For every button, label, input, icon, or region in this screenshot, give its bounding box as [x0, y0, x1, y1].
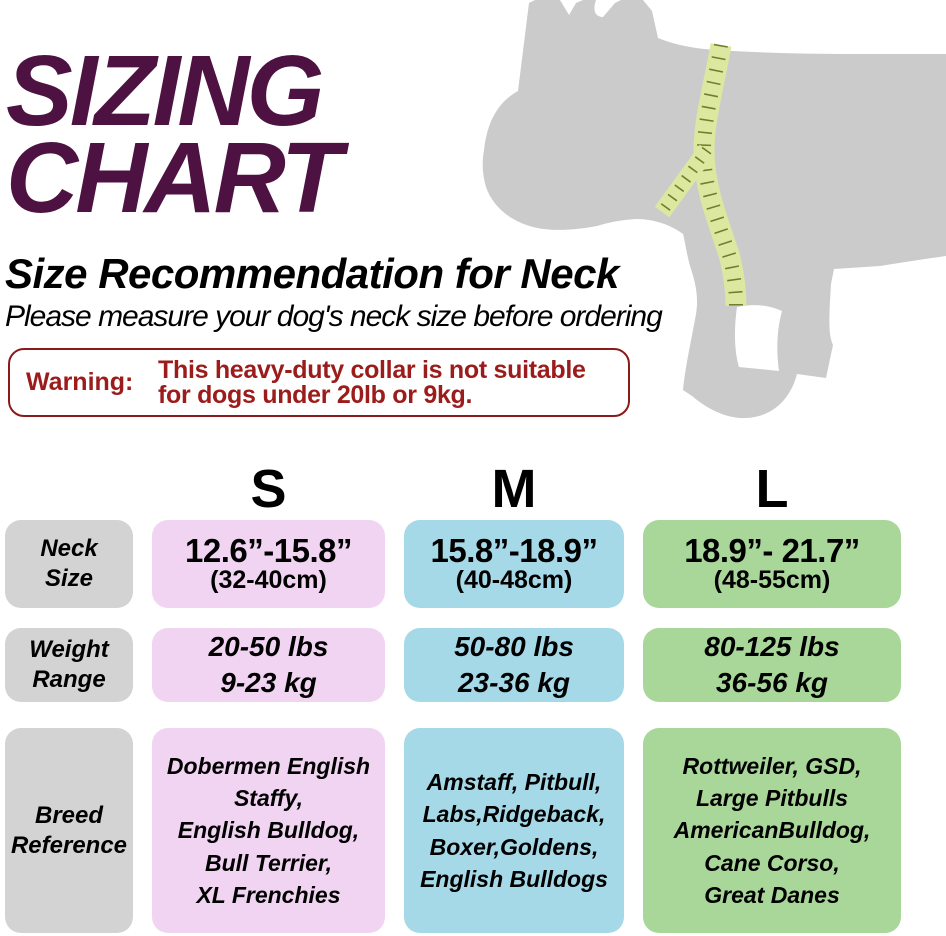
neck-size-s-inches: 12.6”-15.8”: [185, 531, 352, 569]
page-subtitle: Size Recommendation for Neck: [5, 250, 619, 297]
column-header-s: S: [250, 459, 287, 519]
neck-size-l-inches: 18.9”- 21.7”: [684, 531, 860, 569]
row-label-weight-range: Weight Range: [5, 628, 133, 702]
neck-size-l-cm: (48-55cm): [713, 565, 831, 594]
cell-weight-range-m: 50-80 lbs 23-36 kg: [404, 628, 624, 702]
weight-l-kg: 36-56 kg: [715, 667, 829, 698]
cell-weight-range-s: 20-50 lbs 9-23 kg: [152, 628, 385, 702]
cell-breed-reference-s: Dobermen English Staffy, English Bulldog…: [152, 728, 385, 933]
weight-m-kg: 23-36 kg: [457, 667, 571, 698]
cell-breed-reference-l: Rottweiler, GSD, Large Pitbulls American…: [643, 728, 901, 933]
cell-neck-size-l: 18.9”- 21.7” (48-55cm): [643, 520, 901, 608]
measure-note: Please measure your dog's neck size befo…: [5, 300, 663, 333]
neck-size-m-cm: (40-48cm): [455, 565, 573, 594]
cell-breed-reference-m: Amstaff, Pitbull, Labs,Ridgeback, Boxer,…: [404, 728, 624, 933]
warning-message: This heavy-duty collar is not suitable f…: [158, 355, 586, 409]
measuring-tape-neck-band: [693, 43, 747, 307]
weight-m-lbs: 50-80 lbs: [454, 630, 574, 662]
row-label-breed-reference: Breed Reference: [5, 728, 133, 933]
warning-label: Warning:: [26, 368, 134, 396]
weight-s-kg: 9-23 kg: [220, 667, 317, 698]
measuring-tape-throat-ticks: [657, 146, 712, 216]
between-legs-gap: [734, 305, 782, 371]
dog-silhouette-svg: [482, 0, 946, 419]
weight-l-lbs: 80-125 lbs: [704, 630, 840, 662]
cell-neck-size-s: 12.6”-15.8” (32-40cm): [152, 520, 385, 608]
neck-size-s-cm: (32-40cm): [210, 565, 327, 594]
column-header-m: M: [491, 459, 537, 519]
sizing-table: S M L Neck Size 12.6”-15.8” (32-40cm) 15…: [5, 458, 901, 933]
row-label-neck-size: Neck Size: [5, 520, 133, 608]
column-header-l: L: [755, 459, 789, 519]
cell-neck-size-m: 15.8”-18.9” (40-48cm): [404, 520, 624, 608]
warning-box: Warning: This heavy-duty collar is not s…: [8, 348, 630, 417]
cell-weight-range-l: 80-125 lbs 36-56 kg: [643, 628, 901, 702]
neck-size-m-inches: 15.8”-18.9”: [430, 531, 598, 569]
weight-s-lbs: 20-50 lbs: [208, 630, 329, 662]
dog-illustration: [440, 0, 946, 440]
page-title: SIZING CHART: [6, 35, 342, 234]
